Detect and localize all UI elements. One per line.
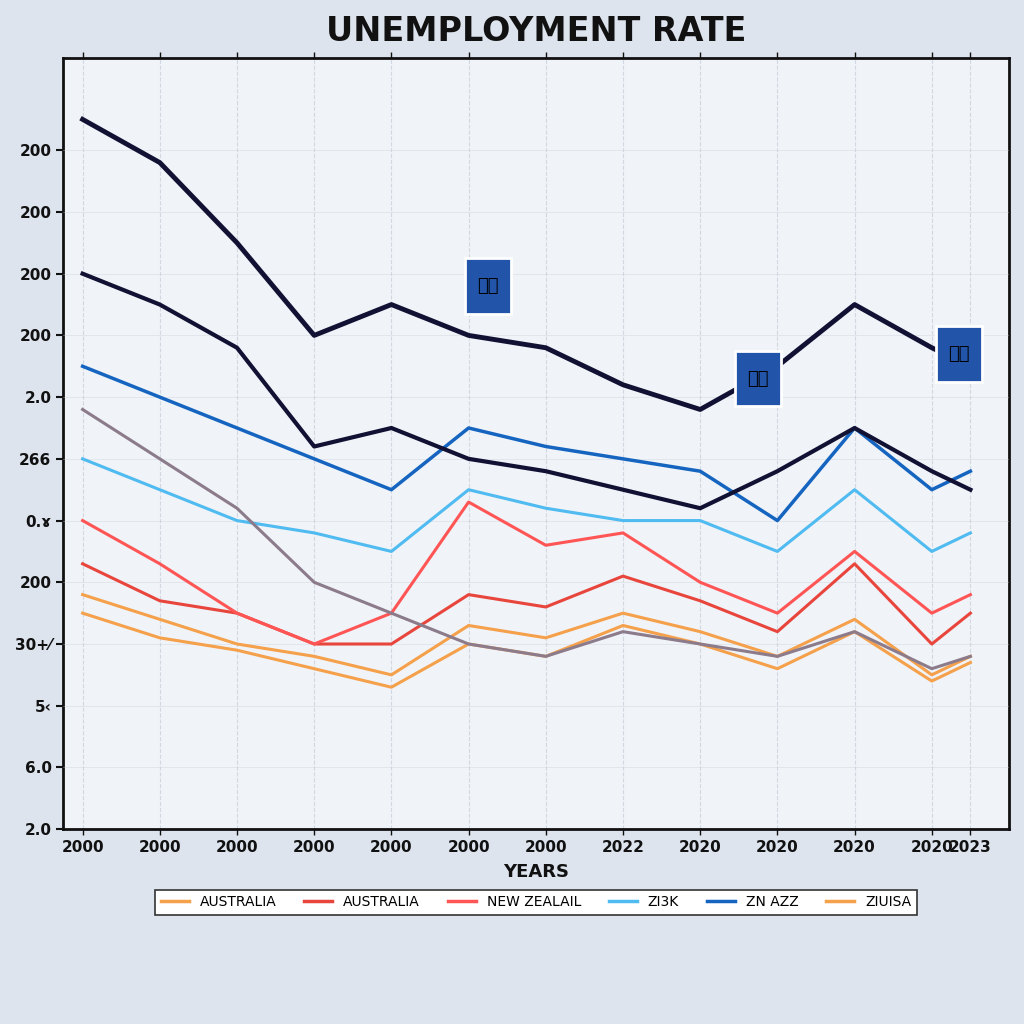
Text: 🇳🇿: 🇳🇿 xyxy=(477,278,499,295)
Legend: AUSTRALIA, AUSTRALIA, NEW ZEALAIL, ZI3K, ZN AZZ, ZIUISA: AUSTRALIA, AUSTRALIA, NEW ZEALAIL, ZI3K,… xyxy=(156,890,916,914)
Text: 🇦🇺: 🇦🇺 xyxy=(748,370,769,388)
Text: 🇳🇿: 🇳🇿 xyxy=(948,345,970,362)
FancyBboxPatch shape xyxy=(465,258,511,313)
FancyBboxPatch shape xyxy=(735,351,781,407)
X-axis label: YEARS: YEARS xyxy=(503,863,569,881)
FancyBboxPatch shape xyxy=(936,327,982,382)
Title: UNEMPLOYMENT RATE: UNEMPLOYMENT RATE xyxy=(326,15,746,48)
